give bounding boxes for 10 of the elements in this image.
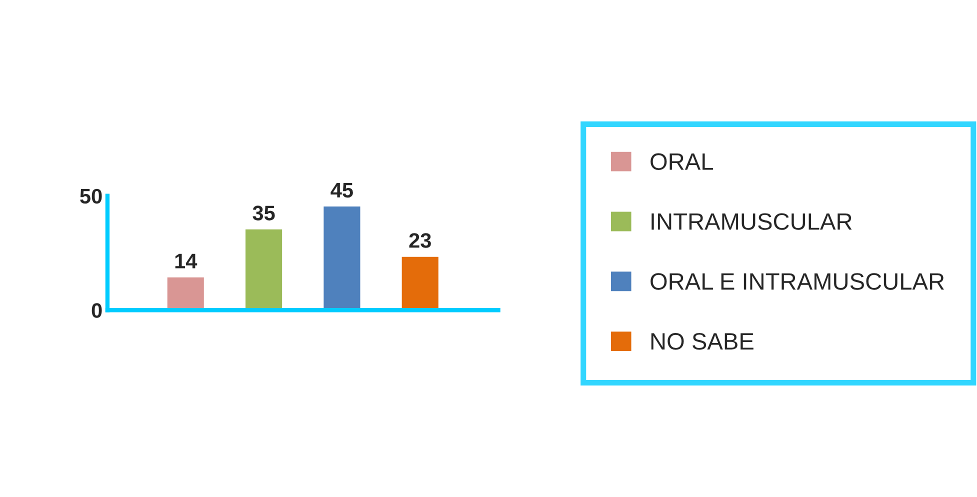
legend-label: ORAL [650,153,713,170]
data-label: 45 [330,183,353,198]
y-tick-label: 50 [80,188,102,204]
data-label: 35 [252,206,275,220]
legend-label: NO SABE [651,333,754,350]
data-label: 14 [175,254,198,268]
data-label: 23 [409,233,431,248]
legend-label: INTRAMUSCULAR [652,213,852,230]
y-tick-label: 0 [92,303,102,318]
legend-label: ORAL E INTRAMUSCULAR [650,273,944,290]
